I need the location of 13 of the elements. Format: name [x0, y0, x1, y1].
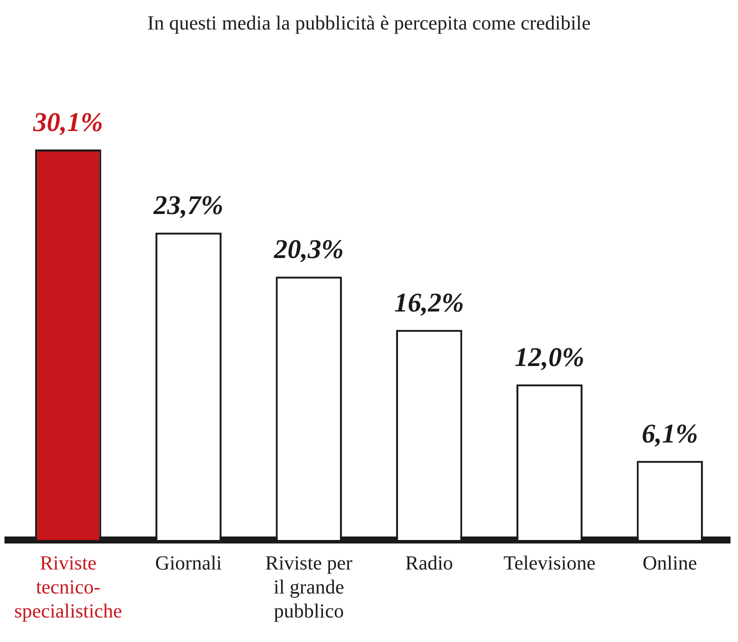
data-label: 6,1% [642, 418, 698, 448]
data-label: 12,0% [514, 342, 584, 372]
data-label: 20,3% [272, 234, 344, 264]
x-tick-label: Televisione [504, 552, 596, 574]
data-label: 23,7% [152, 190, 224, 220]
data-label: 30,1% [32, 107, 104, 138]
chart-title: In questi media la pubblicità è percepita come credibile [147, 12, 591, 34]
x-tick-label: Riviste per il grande pubblico [265, 552, 353, 622]
x-tick-label: Giornali [155, 552, 222, 574]
x-tick-label: Online [642, 552, 698, 574]
x-tick-label: Riviste tecnico-specialistiche [14, 552, 122, 622]
x-tick-label: Radio [405, 552, 454, 574]
data-label: 16,2% [394, 287, 464, 318]
